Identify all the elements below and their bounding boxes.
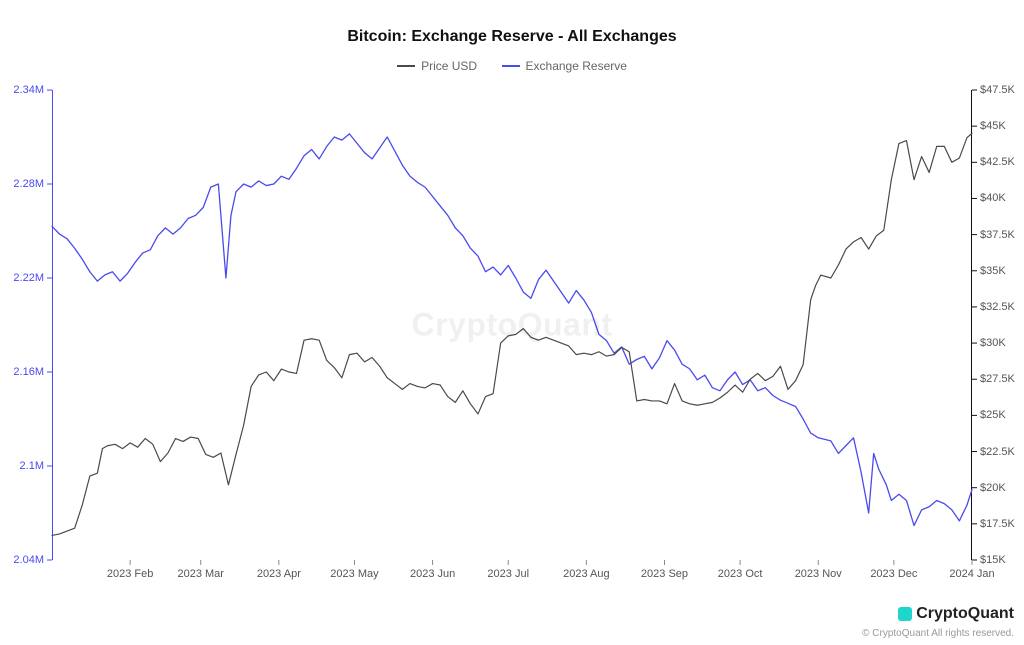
brand-attribution: CryptoQuant © CryptoQuant All rights res… bbox=[862, 605, 1014, 639]
y-right-tick-label: $20K bbox=[980, 482, 1006, 494]
y-right-tick-label: $22.5K bbox=[980, 446, 1015, 458]
brand-name: CryptoQuant bbox=[898, 605, 1014, 623]
legend-swatch-price bbox=[397, 65, 415, 67]
x-tick-label: 2023 Jun bbox=[410, 568, 455, 580]
y-right-tick-label: $30K bbox=[980, 337, 1006, 349]
legend-item-reserve: Exchange Reserve bbox=[502, 59, 627, 73]
legend-label-reserve: Exchange Reserve bbox=[526, 59, 627, 73]
x-tick-label: 2023 May bbox=[330, 568, 378, 580]
x-tick-label: 2024 Jan bbox=[949, 568, 994, 580]
y-right-tick-label: $37.5K bbox=[980, 229, 1015, 241]
chart-container: Bitcoin: Exchange Reserve - All Exchange… bbox=[0, 0, 1024, 645]
y-left-tick-label: 2.28M bbox=[0, 178, 44, 190]
legend-item-price: Price USD bbox=[397, 59, 477, 73]
x-tick-label: 2023 Apr bbox=[257, 568, 301, 580]
series-exchange-reserve bbox=[52, 134, 972, 526]
x-tick-label: 2023 Jul bbox=[487, 568, 529, 580]
y-right-tick-label: $42.5K bbox=[980, 156, 1015, 168]
y-right-tick-label: $47.5K bbox=[980, 84, 1015, 96]
y-right-tick-label: $40K bbox=[980, 192, 1006, 204]
brand-logo-icon bbox=[898, 607, 912, 621]
y-right-tick-label: $45K bbox=[980, 120, 1006, 132]
y-left-tick-label: 2.16M bbox=[0, 366, 44, 378]
legend-swatch-reserve bbox=[502, 65, 520, 67]
x-tick-label: 2023 Mar bbox=[177, 568, 223, 580]
y-left-tick-label: 2.22M bbox=[0, 272, 44, 284]
y-right-tick-label: $15K bbox=[980, 554, 1006, 566]
y-left-tick-label: 2.1M bbox=[0, 460, 44, 472]
y-right-tick-label: $35K bbox=[980, 265, 1006, 277]
x-tick-label: 2023 Nov bbox=[795, 568, 842, 580]
plot-svg bbox=[52, 90, 972, 560]
legend-label-price: Price USD bbox=[421, 59, 477, 73]
y-right-tick-label: $32.5K bbox=[980, 301, 1015, 313]
x-tick-label: 2023 Oct bbox=[718, 568, 763, 580]
series-price-usd bbox=[52, 133, 972, 535]
plot-area[interactable]: CryptoQuant bbox=[52, 90, 972, 560]
x-tick-label: 2023 Dec bbox=[870, 568, 917, 580]
chart-title: Bitcoin: Exchange Reserve - All Exchange… bbox=[0, 0, 1024, 46]
y-right-tick-label: $25K bbox=[980, 409, 1006, 421]
brand-copyright: © CryptoQuant All rights reserved. bbox=[862, 628, 1014, 639]
y-left-tick-label: 2.34M bbox=[0, 84, 44, 96]
x-tick-label: 2023 Feb bbox=[107, 568, 153, 580]
x-tick-label: 2023 Aug bbox=[563, 568, 610, 580]
x-tick-label: 2023 Sep bbox=[641, 568, 688, 580]
y-right-tick-label: $27.5K bbox=[980, 373, 1015, 385]
brand-name-text: CryptoQuant bbox=[916, 605, 1014, 623]
y-right-tick-label: $17.5K bbox=[980, 518, 1015, 530]
chart-legend: Price USD Exchange Reserve bbox=[0, 54, 1024, 73]
y-left-tick-label: 2.04M bbox=[0, 554, 44, 566]
